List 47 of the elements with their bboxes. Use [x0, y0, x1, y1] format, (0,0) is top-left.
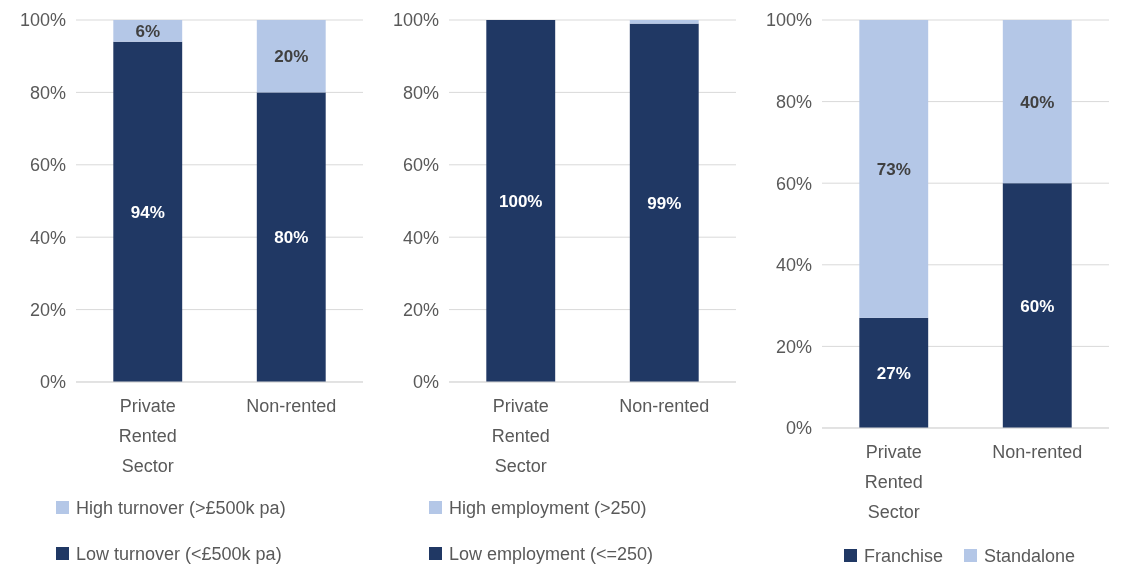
bar — [1002, 20, 1072, 184]
y-tick-label: 0% — [785, 418, 812, 439]
y-tick-label: 40% — [29, 227, 66, 248]
y-tick-label: 40% — [775, 255, 812, 276]
data-label: 60% — [1020, 296, 1055, 316]
legend-label: High employment (>250) — [449, 498, 647, 519]
data-label: 20% — [274, 47, 309, 67]
bar — [859, 20, 929, 318]
y-tick-label: 0% — [39, 372, 66, 393]
y-tick-label: 80% — [775, 91, 812, 112]
data-label: 40% — [1020, 92, 1055, 112]
x-tick-label: Non-rented — [246, 396, 337, 416]
y-tick-label: 40% — [402, 227, 439, 248]
data-label: 99% — [647, 193, 682, 213]
y-tick-label: 20% — [29, 299, 66, 320]
bar — [256, 92, 326, 382]
legend-label: Low employment (<=250) — [449, 544, 654, 565]
x-tick-label: Private Rented Sector — [118, 396, 177, 476]
x-tick-label: Private Rented Sector — [491, 396, 550, 476]
y-tick-label: 20% — [402, 299, 439, 320]
data-label: 80% — [274, 228, 309, 248]
x-tick-label: Non-rented — [992, 442, 1083, 462]
y-tick-label: 20% — [775, 336, 812, 357]
data-label: 100% — [499, 191, 543, 211]
y-tick-label: 100% — [392, 10, 439, 31]
bar — [113, 41, 183, 382]
y-tick-label: 0% — [412, 372, 439, 393]
y-tick-label: 100% — [765, 10, 812, 31]
data-label: 94% — [130, 202, 165, 222]
legend-label: Standalone — [984, 546, 1076, 567]
legend-label: High turnover (>£500k pa) — [76, 498, 286, 519]
bar — [256, 20, 326, 93]
x-tick-label: Non-rented — [619, 396, 710, 416]
y-tick-label: 100% — [19, 10, 66, 31]
y-tick-label: 60% — [29, 155, 66, 176]
data-label: 27% — [876, 363, 911, 383]
bar — [1002, 183, 1072, 428]
y-tick-label: 60% — [775, 173, 812, 194]
y-tick-label: 80% — [29, 82, 66, 103]
bar — [859, 317, 929, 428]
y-tick-label: 60% — [402, 155, 439, 176]
legend-label: Low turnover (<£500k pa) — [76, 544, 282, 565]
data-label: 73% — [876, 159, 911, 179]
data-label: 6% — [135, 21, 161, 41]
y-tick-label: 80% — [402, 82, 439, 103]
x-tick-label: Private Rented Sector — [864, 442, 923, 522]
legend-label: Franchise — [864, 546, 944, 567]
